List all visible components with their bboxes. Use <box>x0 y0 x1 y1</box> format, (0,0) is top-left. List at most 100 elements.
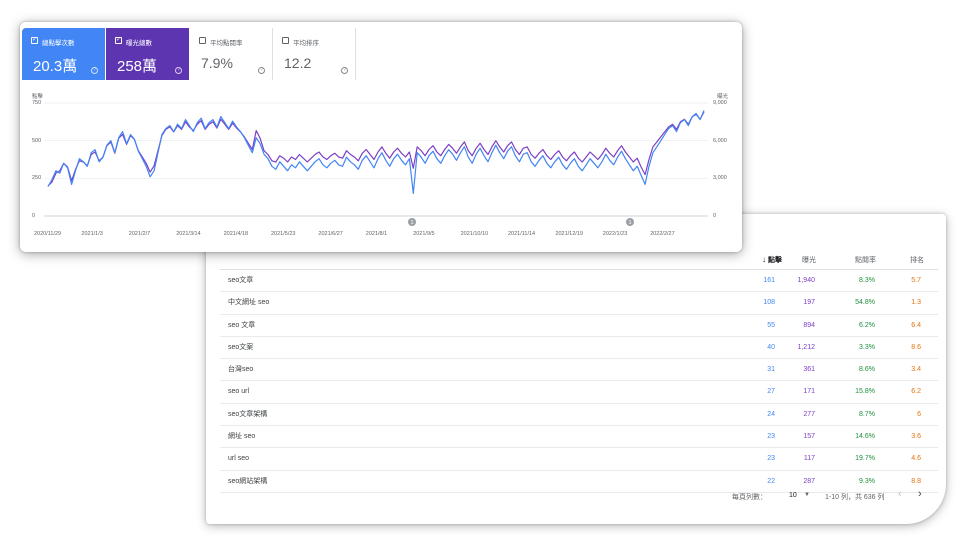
position-cell: 6 <box>917 410 921 418</box>
position-cell: 5.7 <box>911 277 921 284</box>
x-tick-label: 2021/10/10 <box>460 231 489 237</box>
table-row[interactable]: seo網站架構 22 287 9.3% 8.8 <box>220 471 938 493</box>
metric-value: 258萬 <box>117 58 158 75</box>
metric-value: 20.3萬 <box>33 58 78 75</box>
previous-page-icon[interactable]: ‹ <box>898 488 902 500</box>
impressions-cell: 197 <box>803 299 815 307</box>
metric-label: 總點擊次數 <box>42 40 75 47</box>
annotation-marker[interactable] <box>408 218 416 226</box>
ctr-cell: 15.8% <box>855 388 875 396</box>
metric-value: 12.2 <box>284 55 312 71</box>
impressions-series-line <box>47 111 705 187</box>
metric-label: 曝光總數 <box>126 40 152 47</box>
table-row[interactable]: url seo 23 117 19.7% 4.6 <box>220 448 938 471</box>
table-row[interactable]: seo文案 40 1,212 3.3% 8.6 <box>220 337 938 360</box>
dropdown-caret-icon[interactable]: ▼ <box>804 492 810 498</box>
ctr-cell: 6.2% <box>859 321 875 329</box>
metric-total-clicks[interactable]: ✓ 總點擊次數 20.3萬 ? <box>22 28 105 80</box>
query-cell: seo 文章 <box>228 321 256 329</box>
right-tick-label: 0 <box>713 213 717 219</box>
next-page-icon[interactable]: › <box>918 488 922 500</box>
checkbox-checked-icon[interactable]: ✓ <box>115 37 122 44</box>
impressions-cell: 277 <box>803 410 815 418</box>
ctr-cell: 3.3% <box>859 343 875 351</box>
x-tick-label: 2021/8/1 <box>365 231 388 237</box>
impressions-cell: 1,212 <box>797 343 815 351</box>
impressions-cell: 171 <box>803 388 815 396</box>
help-icon[interactable]: ? <box>91 67 98 74</box>
table-row[interactable]: 網址 seo 23 157 14.6% 3.6 <box>220 426 938 449</box>
header-ctr[interactable]: 點閱率 <box>855 257 876 264</box>
help-icon[interactable]: ? <box>341 67 348 74</box>
help-icon[interactable]: ? <box>175 67 182 74</box>
clicks-cell: 23 <box>767 455 775 463</box>
checkbox-unchecked-icon[interactable] <box>199 37 206 44</box>
query-cell: seo文章架構 <box>228 410 268 418</box>
performance-chart-card: ✓ 總點擊次數 20.3萬 ? ✓ 曝光總數 258萬 ? 平均點閱率 7.9%… <box>20 22 742 252</box>
table-row[interactable]: seo文章 161 1,940 8.3% 5.7 <box>220 270 938 293</box>
clicks-cell: 108 <box>763 299 775 307</box>
left-tick-label: 750 <box>32 100 42 106</box>
impressions-cell: 1,940 <box>797 277 815 284</box>
left-tick-label: 250 <box>32 175 42 182</box>
table-row[interactable]: 台灣seo 31 361 8.6% 3.4 <box>220 359 938 382</box>
help-icon[interactable]: ? <box>258 67 265 74</box>
table-row[interactable]: seo url 27 171 15.8% 6.2 <box>220 381 938 404</box>
header-impressions[interactable]: 曝光 <box>802 257 816 264</box>
checkbox-checked-icon[interactable]: ✓ <box>31 37 38 44</box>
clicks-cell: 24 <box>767 410 775 418</box>
queries-table: ↓ 點擊 曝光 點閱率 排名 seo文章 161 1,940 8.3% 5.7 中文網址 s… <box>220 230 938 493</box>
metric-value: 7.9% <box>201 55 233 71</box>
query-cell: 網址 seo <box>228 433 256 441</box>
impressions-cell: 361 <box>803 366 815 374</box>
clicks-cell: 161 <box>763 277 775 284</box>
table-row[interactable]: seo 文章 55 894 6.2% 6.4 <box>220 315 938 337</box>
impressions-cell: 117 <box>803 455 815 463</box>
metric-average-position[interactable]: 平均排序 12.2 ? <box>273 28 356 80</box>
clicks-cell: 22 <box>767 477 775 485</box>
position-cell: 1.3 <box>911 299 921 307</box>
header-clicks[interactable]: ↓ 點擊 <box>762 255 782 264</box>
annotation-label: 1 <box>628 220 631 226</box>
right-tick-label: 9,000 <box>713 100 727 106</box>
queries-table-card: ↓ 點擊 曝光 點閱率 排名 seo文章 161 1,940 8.3% 5.7 中文網址 s… <box>206 214 946 524</box>
right-tick-label: 6,000 <box>713 137 727 144</box>
clicks-cell: 40 <box>767 343 775 351</box>
metric-total-impressions[interactable]: ✓ 曝光總數 258萬 ? <box>106 28 189 80</box>
query-cell: seo文章 <box>228 277 254 284</box>
checkbox-unchecked-icon[interactable] <box>282 37 289 44</box>
ctr-cell: 19.7% <box>855 455 875 463</box>
sort-down-arrow-icon: ↓ <box>762 255 766 264</box>
clicks-cell: 31 <box>767 366 775 374</box>
x-tick-label: 2021/3/14 <box>176 231 201 237</box>
annotation-marker[interactable] <box>626 218 634 226</box>
left-tick-label: 500 <box>32 137 42 144</box>
metric-label: 平均點閱率 <box>210 40 243 47</box>
metric-average-ctr[interactable]: 平均點閱率 7.9% ? <box>190 28 273 80</box>
ctr-cell: 9.3% <box>859 477 875 485</box>
clicks-series-line <box>47 110 705 194</box>
impressions-cell: 157 <box>803 433 815 441</box>
x-tick-label: 2021/5/23 <box>271 231 296 237</box>
right-axis-title: 曝光 <box>717 94 729 100</box>
x-tick-label: 2021/4/18 <box>223 231 249 237</box>
left-axis-title: 點擊 <box>32 94 44 100</box>
x-tick-label: 2021/9/5 <box>413 231 435 237</box>
left-tick-label: 0 <box>32 213 36 219</box>
table-row[interactable]: seo文章架構 24 277 8.7% 6 <box>220 404 938 427</box>
table-row[interactable]: 中文網址 seo 108 197 54.8% 1.3 <box>220 292 938 315</box>
x-tick-label: 2020/11/29 <box>34 231 62 237</box>
rows-per-page-select[interactable]: 10 <box>789 492 797 499</box>
x-tick-label: 2021/2/7 <box>128 231 151 237</box>
header-position[interactable]: 排名 <box>910 257 924 264</box>
query-cell: 台灣seo <box>228 366 254 374</box>
pagination: 每頁列數： 10 ▼ 1-10 列，共 636 列 ‹ › <box>220 484 938 508</box>
x-tick-label: 2022/1/23 <box>602 231 628 237</box>
page-range-text: 1-10 列，共 636 列 <box>825 494 885 501</box>
clicks-cell: 55 <box>767 321 775 329</box>
x-tick-label: 2021/1/3 <box>81 231 103 237</box>
table-header: ↓ 點擊 曝光 點閱率 排名 <box>220 230 938 270</box>
x-tick-label: 2021/12/19 <box>555 231 583 237</box>
